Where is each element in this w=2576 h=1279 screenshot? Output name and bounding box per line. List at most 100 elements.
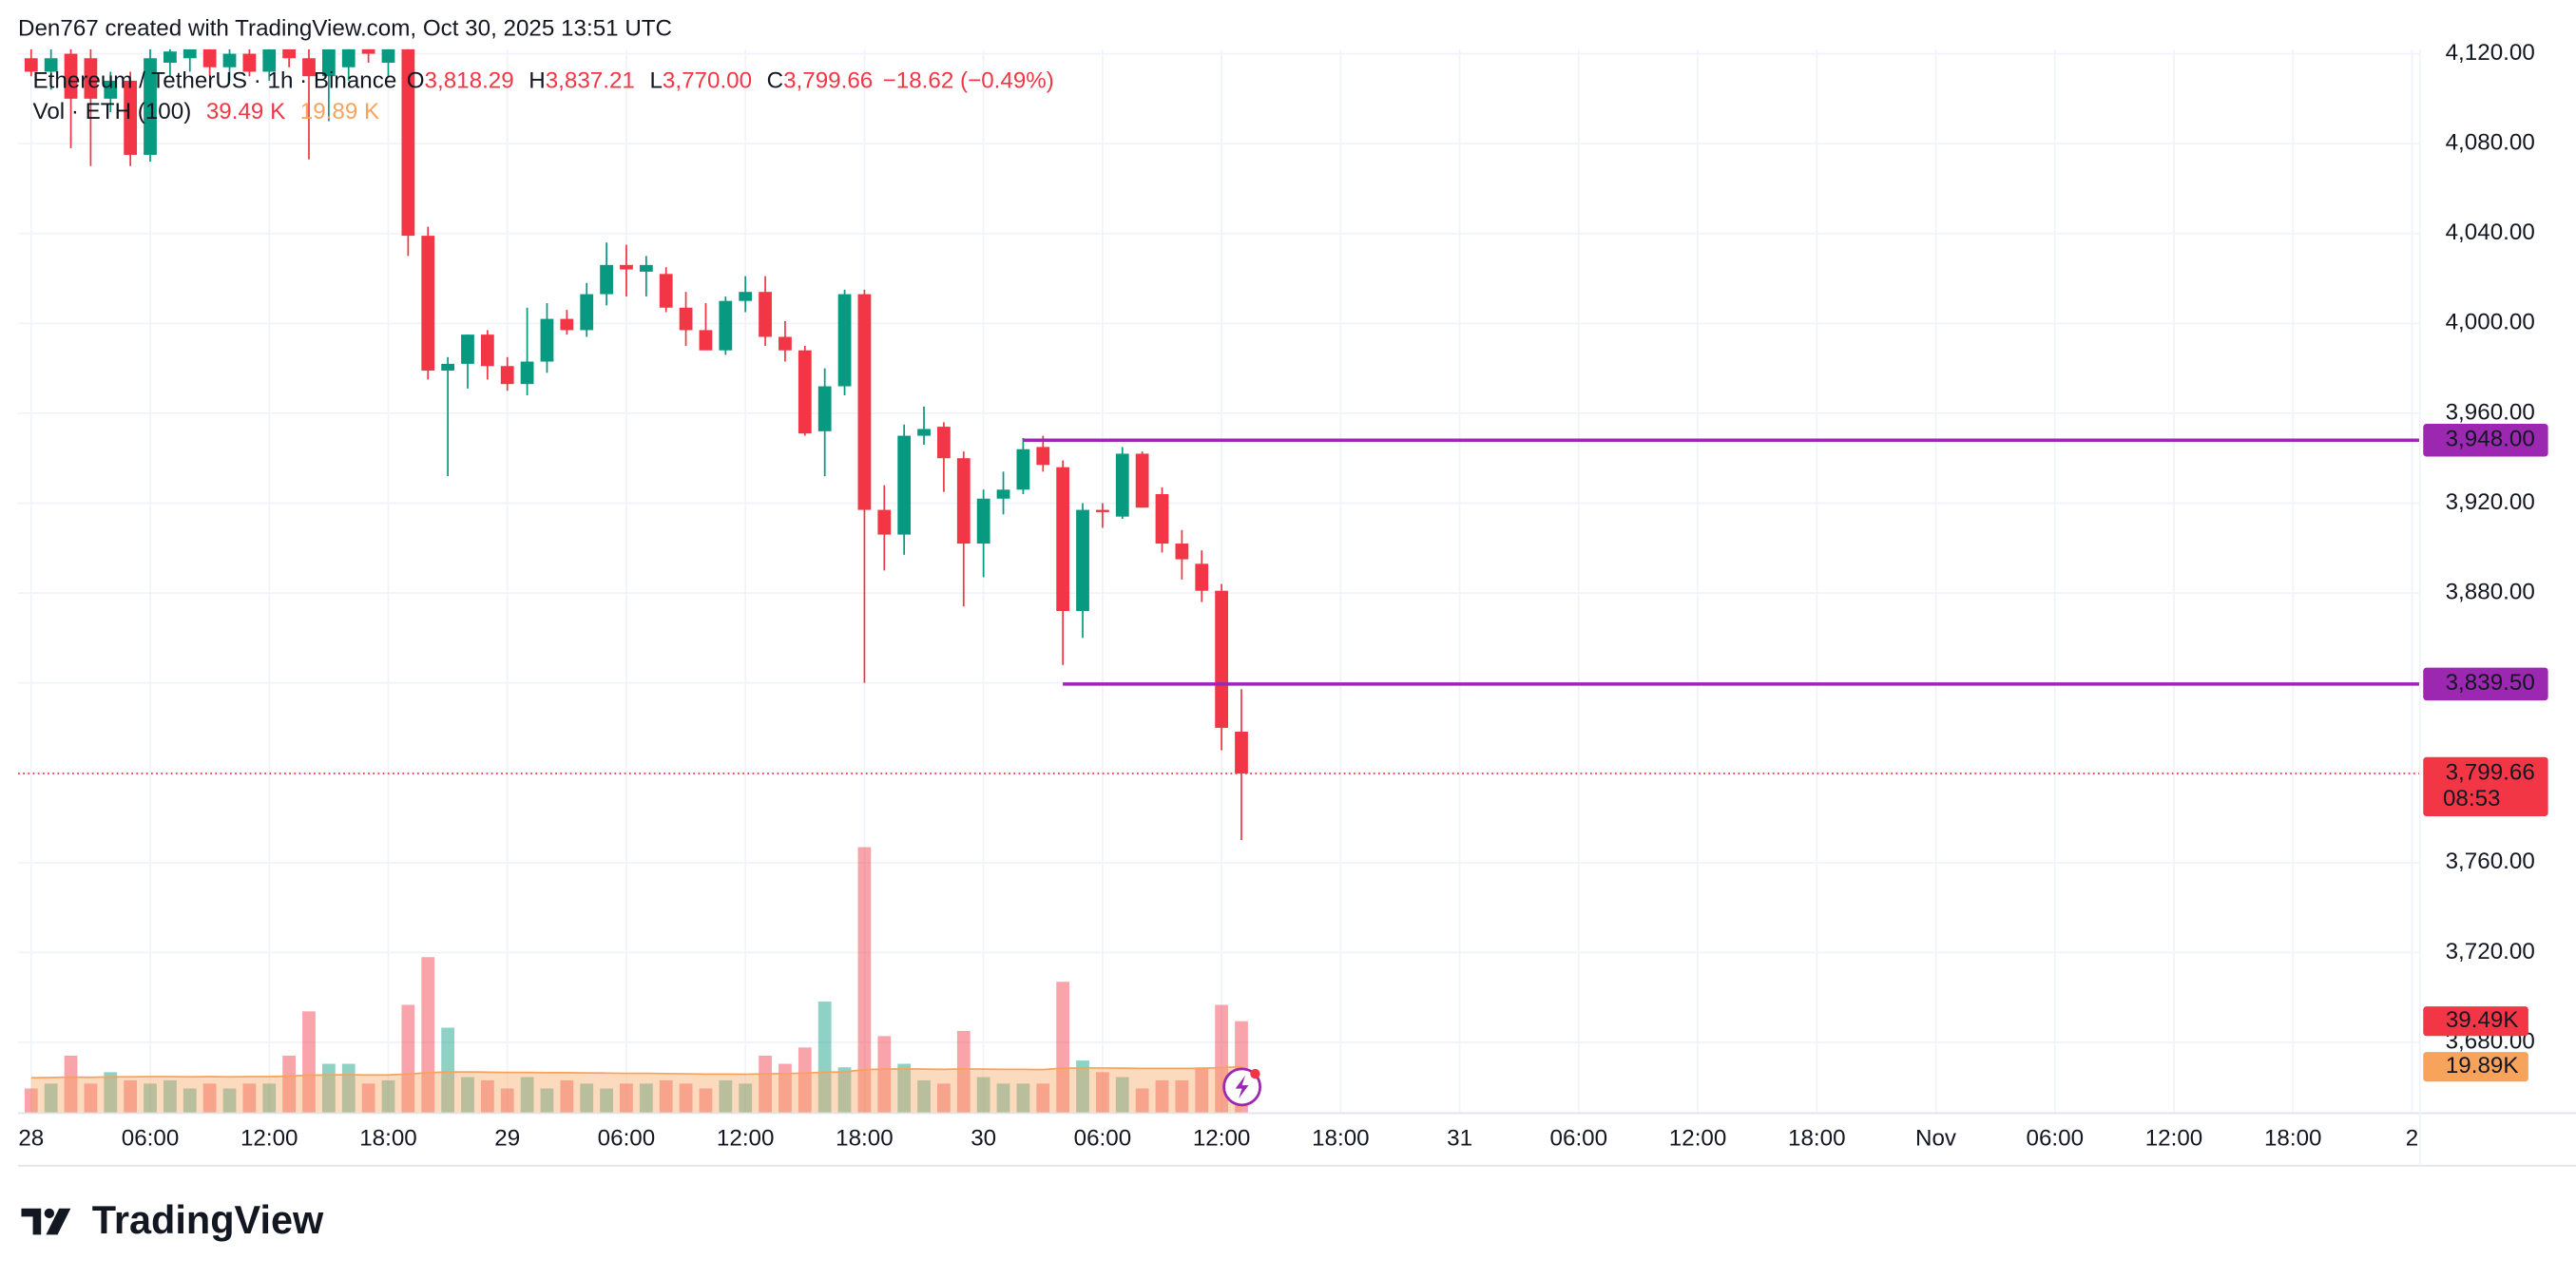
candle-body bbox=[124, 80, 138, 155]
candle-body bbox=[1235, 731, 1248, 774]
volume-bar bbox=[24, 1088, 38, 1114]
volume-bar bbox=[222, 1088, 237, 1114]
ohlc-key: L bbox=[649, 68, 662, 94]
volume-bar bbox=[1036, 1083, 1050, 1114]
candle-body bbox=[739, 292, 753, 301]
candle-body bbox=[242, 53, 257, 72]
volume-bar bbox=[1056, 982, 1070, 1114]
candle-body bbox=[104, 80, 118, 99]
x-tick-label: 06:00 bbox=[1074, 1126, 1132, 1152]
volume-bar bbox=[64, 1055, 78, 1114]
candle-body bbox=[976, 498, 990, 544]
volume-bar bbox=[302, 1011, 316, 1114]
candle-body bbox=[44, 58, 58, 72]
ohlc-key: C bbox=[767, 68, 783, 94]
candle-body bbox=[480, 334, 494, 367]
volume-bar bbox=[341, 1063, 356, 1114]
volume-bar bbox=[441, 1027, 454, 1114]
candle-body bbox=[461, 334, 474, 364]
candle-body bbox=[24, 58, 38, 72]
ohlc-value: 3,799.66 bbox=[783, 68, 873, 94]
y-tick-label: 3,920.00 bbox=[2446, 489, 2535, 515]
volume-legend: Vol · ETH (100) 39.49 K 19.89 K bbox=[33, 100, 380, 125]
change-value: −18.62 (−0.49%) bbox=[883, 68, 1054, 94]
candle-body bbox=[222, 53, 237, 67]
volume-bar bbox=[262, 1083, 277, 1114]
volume-bar bbox=[1195, 1067, 1209, 1114]
candle-body bbox=[719, 300, 733, 351]
x-tick-label: 28 bbox=[18, 1126, 44, 1152]
volume-label-box bbox=[2423, 1006, 2528, 1037]
legend: Ethereum / TetherUS · 1h · Binance O3,818… bbox=[33, 68, 1054, 125]
y-tick-label: 4,040.00 bbox=[2446, 220, 2535, 245]
volume-bar bbox=[242, 1083, 257, 1114]
candle-body bbox=[1215, 590, 1229, 728]
volume-bar bbox=[779, 1063, 792, 1114]
candle-body bbox=[897, 435, 912, 535]
volume-bar bbox=[421, 957, 435, 1114]
candle-body bbox=[759, 292, 772, 337]
candle-body bbox=[996, 489, 1010, 499]
candle-body bbox=[540, 318, 554, 362]
x-tick-label: 06:00 bbox=[598, 1126, 656, 1152]
candle-body bbox=[917, 429, 931, 436]
candle-body bbox=[64, 53, 78, 99]
x-tick-label: 30 bbox=[971, 1126, 996, 1152]
symbol-name: Ethereum / TetherUS · 1h · Binance bbox=[33, 68, 397, 94]
volume-ma-value: 19.89 K bbox=[300, 100, 379, 125]
y-tick-label: 3,880.00 bbox=[2446, 579, 2535, 604]
volume-bar bbox=[600, 1088, 613, 1114]
x-tick-label: 18:00 bbox=[836, 1126, 894, 1152]
y-tick-label: 3,760.00 bbox=[2446, 849, 2535, 874]
ohlc-value: 3,770.00 bbox=[663, 68, 752, 94]
volume-bar bbox=[1076, 1060, 1089, 1114]
candle-body bbox=[321, 48, 336, 77]
volume-bar bbox=[1175, 1079, 1189, 1114]
candle-body bbox=[144, 58, 157, 155]
volume-ma-area bbox=[30, 1066, 1241, 1114]
x-tick-label: 31 bbox=[1447, 1126, 1472, 1152]
volume-bar bbox=[996, 1083, 1010, 1114]
symbol-legend: Ethereum / TetherUS · 1h · Binance O3,818… bbox=[33, 68, 1054, 94]
volume-bar bbox=[620, 1083, 633, 1114]
volume-bar bbox=[1096, 1072, 1109, 1114]
price-label: 3,839.50 bbox=[2446, 670, 2535, 696]
candle-body bbox=[857, 294, 872, 510]
last-price-box bbox=[2423, 756, 2548, 816]
price-label: 3,948.00 bbox=[2446, 427, 2535, 452]
price-label-box bbox=[2423, 424, 2548, 457]
candle-body bbox=[1135, 453, 1149, 508]
candle-body bbox=[282, 48, 297, 59]
ohlc-key: H bbox=[529, 68, 545, 94]
x-tick-label: 2 bbox=[2406, 1126, 2418, 1152]
candle-body bbox=[659, 274, 673, 308]
volume-bar bbox=[1016, 1083, 1030, 1114]
candle-body bbox=[560, 318, 574, 331]
volume-bar bbox=[699, 1088, 713, 1114]
plot-area bbox=[18, 48, 2420, 1114]
replay-icon bbox=[1222, 1067, 1262, 1107]
volume-bar bbox=[381, 1079, 395, 1114]
volume-ma-label: 19.89K bbox=[2446, 1053, 2519, 1079]
candle-body bbox=[1076, 509, 1089, 611]
volume-bar bbox=[44, 1083, 58, 1114]
volume-bar bbox=[183, 1088, 197, 1114]
logo: TradingView bbox=[21, 1197, 324, 1242]
volume-bar bbox=[282, 1055, 297, 1114]
volume-bar bbox=[500, 1088, 514, 1114]
volume-bar bbox=[976, 1077, 990, 1114]
x-tick-label: 06:00 bbox=[1550, 1126, 1608, 1152]
countdown-label: 08:53 bbox=[2443, 786, 2501, 811]
volume-bar bbox=[163, 1079, 177, 1114]
candle-body bbox=[956, 458, 971, 544]
volume-bar bbox=[1115, 1077, 1129, 1114]
candle-body bbox=[580, 294, 594, 331]
y-tick-label: 4,120.00 bbox=[2446, 40, 2535, 66]
volume-bar bbox=[857, 847, 872, 1114]
y-tick-label: 3,960.00 bbox=[2446, 399, 2535, 425]
volume-bar bbox=[639, 1083, 653, 1114]
candle-body bbox=[202, 48, 217, 67]
